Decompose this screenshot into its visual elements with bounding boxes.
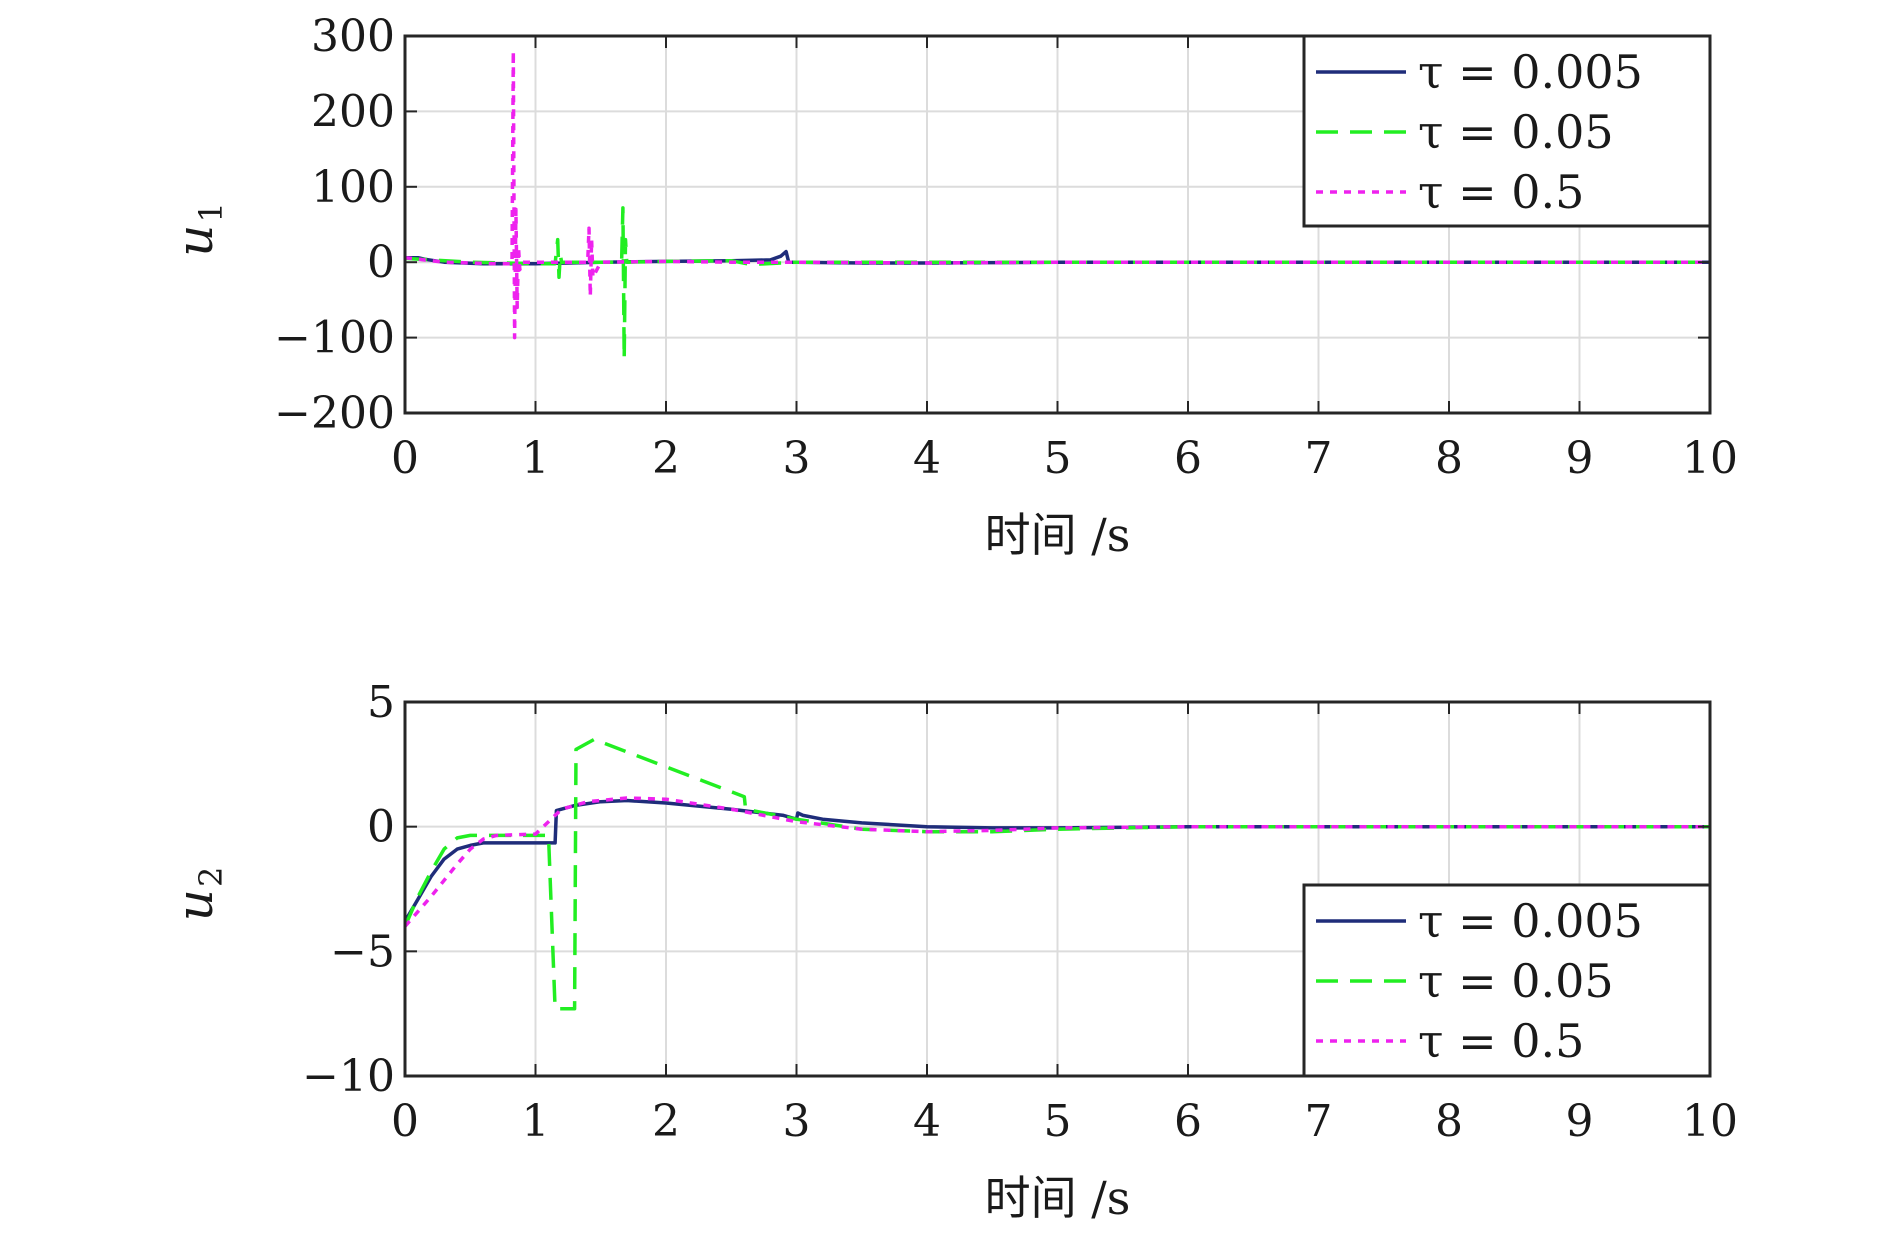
- x-tick-label: 5: [1044, 433, 1072, 484]
- x-tick-label: 2: [652, 433, 680, 484]
- x-tick-label: 9: [1566, 1096, 1594, 1147]
- legend-label-2: τ = 0.05: [1418, 105, 1614, 159]
- x-tick-label: 2: [652, 1096, 680, 1147]
- x-tick-label: 8: [1435, 433, 1463, 484]
- legend-label-3: τ = 0.5: [1418, 1014, 1584, 1068]
- x-axis-label: 时间 /s: [985, 508, 1131, 562]
- x-tick-label: 10: [1682, 1096, 1738, 1147]
- y-axis-label: u2: [166, 867, 230, 922]
- x-tick-label: 4: [913, 433, 941, 484]
- x-tick-label: 1: [522, 433, 550, 484]
- x-tick-label: 6: [1174, 1096, 1202, 1147]
- x-tick-label: 10: [1682, 433, 1738, 484]
- legend-label-1: τ = 0.005: [1418, 45, 1643, 99]
- legend-label-1: τ = 0.005: [1418, 894, 1643, 948]
- x-tick-label: 9: [1566, 433, 1594, 484]
- y-axis-label-symbol: u: [166, 225, 224, 257]
- y-axis-label-symbol: u: [166, 889, 224, 921]
- series-line-1: [405, 798, 1710, 923]
- y-tick-label: −200: [274, 388, 395, 439]
- y-tick-label: 0: [367, 237, 395, 288]
- x-tick-label: 5: [1044, 1096, 1072, 1147]
- y-tick-label: −5: [330, 926, 395, 977]
- y-tick-label: 200: [311, 86, 395, 137]
- y-tick-label: 100: [311, 162, 395, 213]
- y-axis-label-subscript: 2: [192, 867, 230, 887]
- x-tick-label: 8: [1435, 1096, 1463, 1147]
- y-axis-label: u1: [166, 202, 230, 257]
- y-tick-label: 300: [311, 11, 395, 62]
- x-tick-label: 0: [391, 433, 419, 484]
- x-tick-label: 7: [1305, 1096, 1333, 1147]
- x-tick-label: 0: [391, 1096, 419, 1147]
- y-tick-label: 0: [367, 802, 395, 853]
- legend-label-2: τ = 0.05: [1418, 954, 1614, 1008]
- y-axis-label-subscript: 1: [192, 202, 230, 222]
- series-line-2: [405, 206, 1710, 361]
- x-tick-label: 3: [783, 433, 811, 484]
- x-tick-label: 6: [1174, 433, 1202, 484]
- x-tick-label: 4: [913, 1096, 941, 1147]
- series-line-3: [405, 796, 1710, 928]
- x-tick-label: 1: [522, 1096, 550, 1147]
- x-tick-label: 3: [783, 1096, 811, 1147]
- series-group: [405, 737, 1710, 1011]
- x-tick-label: 7: [1305, 433, 1333, 484]
- y-tick-label: 5: [367, 677, 395, 728]
- y-tick-label: −10: [302, 1051, 395, 1102]
- x-axis-label: 时间 /s: [985, 1171, 1131, 1225]
- series-group: [405, 49, 1710, 361]
- legend-label-3: τ = 0.5: [1418, 165, 1584, 219]
- y-tick-label: −100: [274, 313, 395, 364]
